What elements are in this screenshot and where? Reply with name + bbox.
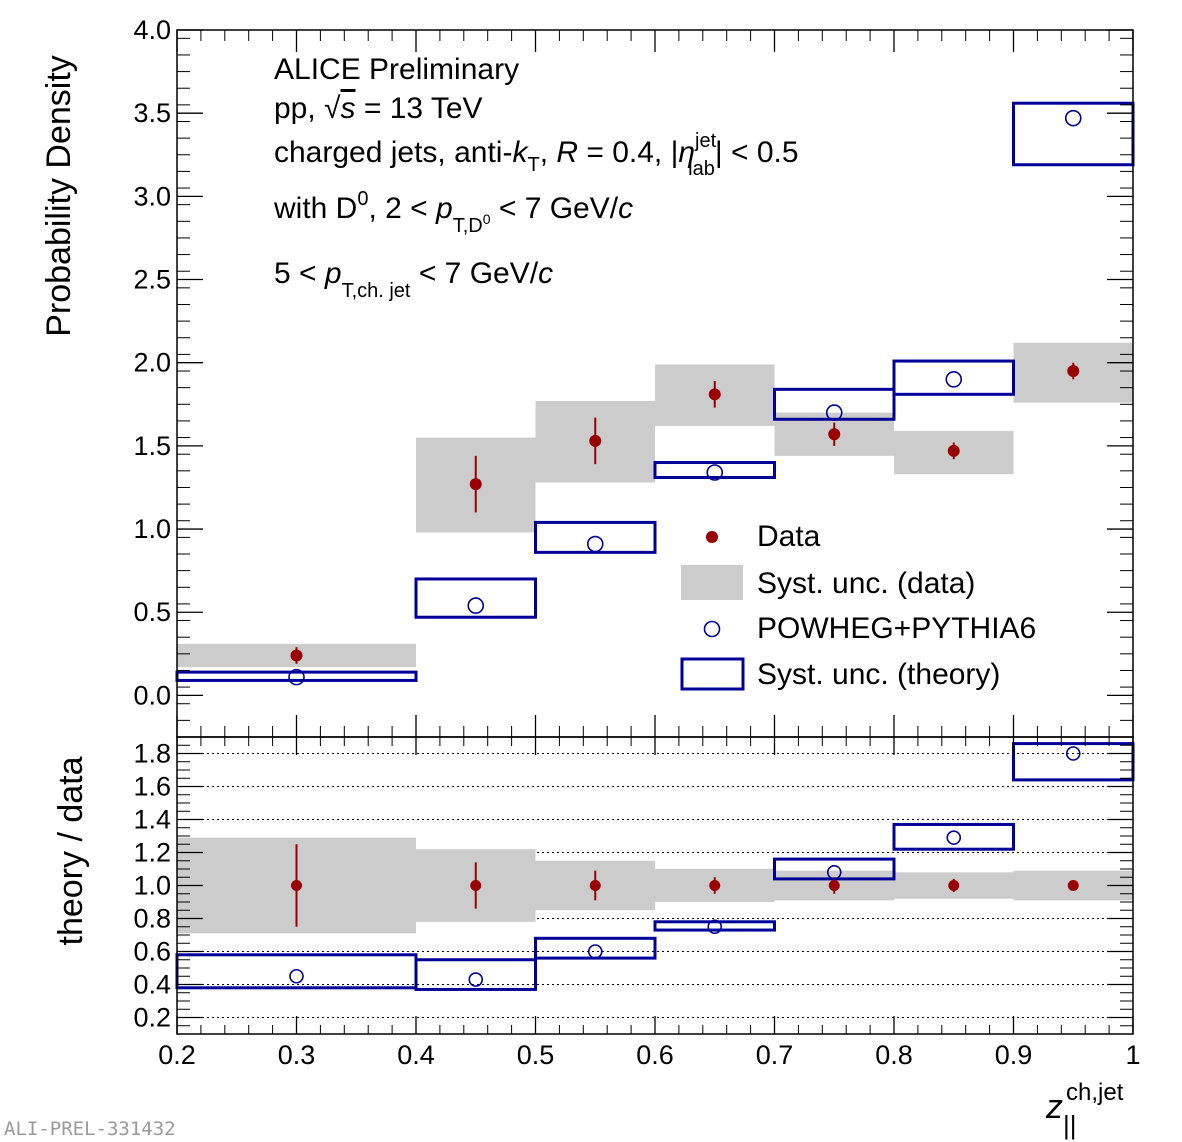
jet-definition-label: charged jets, anti-kT, R = 0.4, |ηjet lab… [274,130,799,180]
main-y-tick-label-3: 1.5 [133,431,171,461]
main-theory-syst-box-3 [653,461,776,479]
ratio-data-syst-bands [177,837,1133,934]
main-y-tick-label-2: 1.0 [133,514,171,544]
collision-system-label: pp, √s = 13 TeV [274,92,483,125]
main-theory-point-5 [945,371,963,388]
legend: Data Syst. unc. (data) POWHEG+PYTHIA6 Sy… [680,520,1036,691]
ratio-y-axis-title: theory / data [52,756,90,945]
main-y-tick-label-0: 0.0 [133,680,171,710]
main-data-point-2 [589,434,602,447]
main-y-axis-title: Probability Density [40,55,78,337]
main-y-tick-label-8: 4.0 [133,15,171,45]
main-theory-syst-box-1 [414,577,537,619]
main-y-tick-label-5: 2.5 [133,265,171,295]
x-tick-label-8: 1 [1125,1040,1140,1070]
x-tick-label-6: 0.8 [875,1040,913,1070]
x-tick-label-2: 0.4 [397,1040,435,1070]
x-tick-label-5: 0.7 [756,1040,794,1070]
ratio-theory-syst-box-1 [414,958,537,991]
main-y-tick-label-4: 2.0 [133,348,171,378]
main-points [288,109,1082,686]
ratio-y-tick-label-3: 0.8 [133,904,171,934]
ratio-y-tick-label-2: 0.6 [133,937,171,967]
ratio-theory-point-0 [289,968,304,984]
ratio-y-tick-label-1: 0.4 [133,970,171,1000]
x-tick-label-4: 0.6 [636,1040,674,1070]
ratio-y-tick-label-7: 1.6 [133,772,171,802]
main-axis-ticks: 0.0 0.5 1.0 1.5 2.0 2.5 3.0 3.5 4.0 [133,15,1134,738]
ratio-data-point-6 [1067,880,1079,891]
ratio-y-tick-label-5: 1.2 [133,838,171,868]
legend-data-syst-label: Syst. unc. (data) [757,567,975,600]
main-data-point-5 [947,444,960,457]
main-data-point-4 [828,428,841,441]
main-y-tick-label-1: 0.5 [133,597,171,627]
ratio-data-point-3 [709,880,721,891]
ratio-data-point-4 [828,880,840,891]
main-theory-point-4 [825,404,843,421]
ratio-theory-point-2 [587,944,603,959]
ratio-data-point-1 [470,880,482,891]
main-theory-syst-box-5 [892,359,1015,396]
legend-data-marker [706,531,718,543]
d0-selection-label: with D0, 2 < pT,D0 < 7 GeV/c [273,188,633,237]
main-theory-point-3 [706,464,724,481]
jet-pt-range-label: 5 < pT,ch. jet < 7 GeV/c [274,257,553,302]
x-axis-title: z||ch,jet [1045,1079,1124,1140]
legend-theory-marker [703,620,721,638]
main-y-tick-label-7: 3.5 [133,98,171,128]
main-y-tick-label-6: 3.0 [133,181,171,211]
ratio-y-tick-label-4: 1.0 [133,871,171,901]
main-theory-syst-box-2 [534,520,657,554]
ratio-theory-point-3 [707,919,723,935]
ratio-y-tick-label-6: 1.4 [133,805,171,835]
main-data-point-1 [469,478,482,491]
main-theory-point-1 [467,597,485,614]
ratio-y-tick-label-0: 0.2 [133,1003,171,1033]
x-tick-label-3: 0.5 [517,1040,555,1070]
ratio-theory-point-1 [468,972,484,987]
main-data-point-3 [708,388,721,401]
figure-id-watermark: ALI-PREL-331432 [4,1118,176,1140]
ratio-theory-syst-box-3 [653,920,776,932]
main-theory-point-2 [586,535,604,553]
x-tick-label-7: 0.9 [995,1040,1033,1070]
main-theory-point-0 [288,668,305,686]
legend-data-syst-swatch [681,565,743,600]
ratio-data-point-5 [948,880,960,891]
x-tick-label-1: 0.3 [278,1040,316,1070]
ratio-theory-point-6 [1065,746,1081,761]
ratio-plot-frame [176,736,1134,1035]
legend-theory-syst-label: Syst. unc. (theory) [757,658,1000,691]
legend-data-label: Data [757,520,821,553]
main-data-point-6 [1067,365,1080,378]
ratio-theory-syst-box-5 [892,822,1015,851]
main-theory-point-6 [1064,109,1082,127]
ratio-theory-point-4 [826,864,842,880]
x-tick-label-0: 0.2 [158,1040,196,1070]
main-data-point-0 [290,649,303,662]
ratio-data-point-2 [589,880,601,891]
legend-theory-syst-swatch [680,657,745,691]
legend-theory-label: POWHEG+PYTHIA6 [757,612,1036,645]
ratio-y-tick-label-8: 1.8 [133,739,171,769]
ratio-theory-point-5 [946,830,962,845]
main-theory-syst-box-4 [773,387,896,421]
ratio-points [289,746,1081,987]
ratio-data-point-0 [291,880,302,891]
alice-preliminary-label: ALICE Preliminary [274,53,519,86]
